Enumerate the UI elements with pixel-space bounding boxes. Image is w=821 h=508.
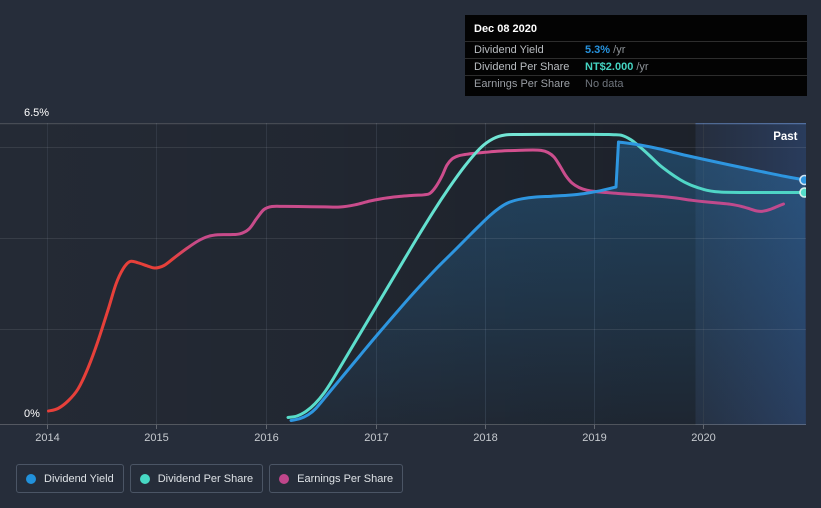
svg-text:6.5%: 6.5% (24, 107, 49, 119)
svg-text:0%: 0% (24, 408, 40, 420)
svg-text:2015: 2015 (144, 432, 168, 444)
svg-text:Past: Past (773, 131, 797, 143)
svg-text:2014: 2014 (35, 432, 59, 444)
svg-text:2018: 2018 (473, 432, 497, 444)
svg-text:2019: 2019 (582, 432, 606, 444)
svg-text:2020: 2020 (691, 432, 715, 444)
svg-text:2017: 2017 (364, 432, 388, 444)
svg-text:2016: 2016 (254, 432, 278, 444)
